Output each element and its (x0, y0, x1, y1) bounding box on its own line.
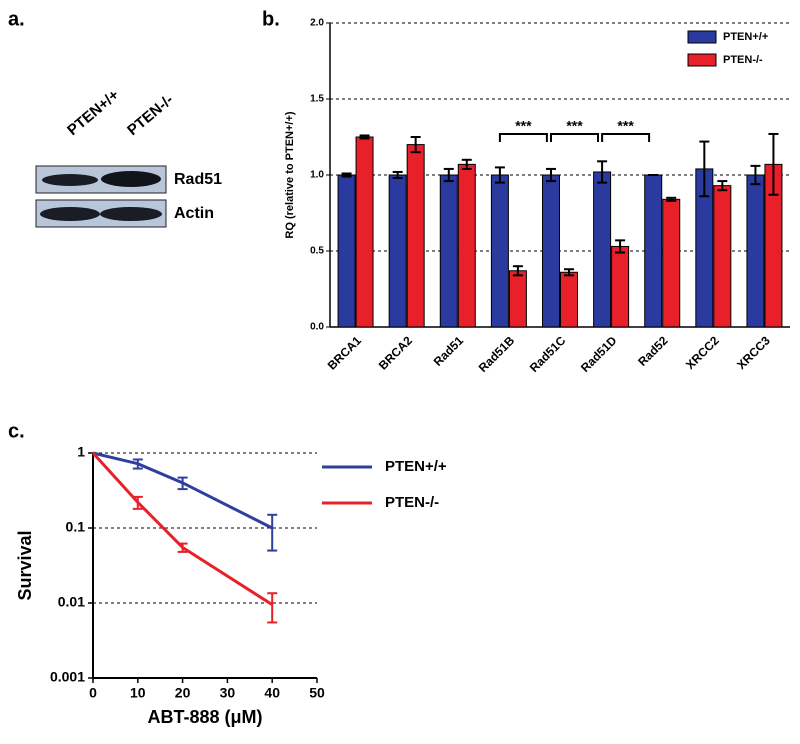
x-tick-label: XRCC2 (683, 333, 722, 372)
y-tick-label: 2.0 (310, 18, 324, 29)
legend-label: PTEN+/+ (385, 458, 447, 475)
significance-label: *** (515, 118, 532, 134)
y-tick-label: 0.1 (66, 519, 86, 535)
x-tick-label: 30 (220, 685, 236, 701)
bar (457, 163, 476, 328)
significance-bracket (601, 133, 651, 142)
bar (542, 174, 560, 328)
x-tick-label: Rad52 (635, 333, 671, 369)
x-tick-label: 0 (89, 685, 97, 701)
x-tick-label: Rad51D (578, 333, 620, 375)
y-tick-label: 1.5 (310, 94, 324, 105)
band-label: Rad51 (174, 171, 222, 188)
lane-label: PTEN-/- (124, 91, 176, 139)
y-axis-title: Survival (15, 530, 35, 600)
legend-label: PTEN-/- (723, 54, 763, 66)
y-tick-label: 0.0 (310, 322, 324, 333)
significance-bracket (550, 133, 599, 142)
bar (337, 174, 356, 328)
panel-label: c. (8, 420, 25, 442)
x-tick-label: Rad51 (431, 333, 467, 369)
legend-swatch (687, 53, 717, 67)
legend-label: PTEN+/+ (723, 31, 768, 43)
series-line (92, 451, 273, 530)
bar (560, 271, 578, 328)
x-tick-label: BRCA2 (376, 333, 415, 372)
band (101, 171, 161, 187)
x-tick-label: BRCA1 (325, 333, 364, 372)
y-tick-label: 0.001 (50, 669, 85, 685)
y-tick-label: 0.5 (310, 246, 324, 257)
band (42, 174, 98, 186)
x-tick-label: 20 (175, 685, 191, 701)
band-label: Actin (174, 205, 214, 222)
bar (490, 174, 509, 328)
bar (406, 144, 425, 328)
panel-label: a. (8, 8, 25, 30)
bar (662, 198, 681, 328)
y-tick-label: 1.0 (310, 170, 324, 181)
x-tick-label: Rad51C (527, 333, 569, 375)
significance-label: *** (617, 118, 634, 134)
y-tick-label: 1 (77, 444, 85, 460)
x-tick-label: Rad51B (476, 333, 518, 375)
bar (355, 136, 374, 328)
bar (713, 185, 732, 328)
x-tick-label: XRCC3 (734, 333, 773, 372)
y-axis-title: RQ (relative to PTEN+/+) (284, 111, 296, 238)
bar (388, 174, 407, 328)
x-tick-label: 10 (130, 685, 146, 701)
lane-label: PTEN+/+ (64, 86, 122, 139)
bar (644, 174, 663, 328)
significance-label: *** (566, 118, 583, 134)
panel-label: b. (262, 8, 280, 30)
significance-bracket (498, 133, 548, 142)
x-tick-label: 50 (309, 685, 325, 701)
band (100, 207, 162, 221)
bar (593, 171, 612, 328)
legend-label: PTEN-/- (385, 494, 439, 511)
series-line (91, 451, 274, 606)
band (40, 207, 100, 221)
bar (508, 270, 527, 328)
bar (611, 245, 630, 328)
legend-swatch (687, 30, 717, 44)
x-tick-label: 40 (264, 685, 280, 701)
y-tick-label: 0.01 (58, 594, 85, 610)
x-axis-title: ABT-888 (μM) (147, 707, 262, 727)
bar (439, 174, 458, 328)
bar (746, 174, 765, 328)
blot: PTEN+/+ PTEN-/- Rad51 Actin (35, 86, 222, 228)
